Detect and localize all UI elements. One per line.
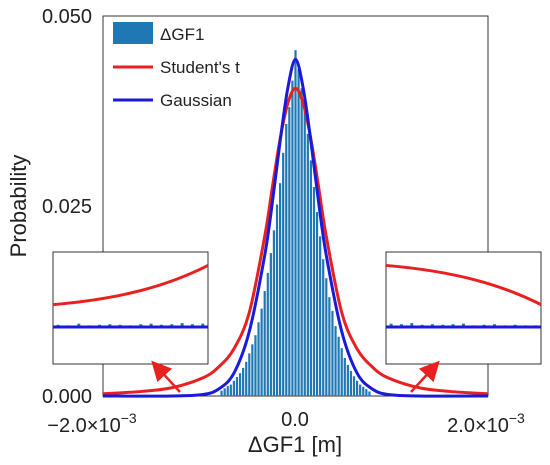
- histogram-bar: [288, 107, 291, 396]
- histogram-bar: [229, 384, 232, 396]
- histogram-bar: [248, 353, 251, 396]
- histogram-bar: [359, 384, 362, 396]
- histogram-bar: [340, 348, 343, 396]
- x-tick-mantissa: 2.0×10: [447, 415, 509, 437]
- y-tick-label: 0.050: [42, 6, 92, 28]
- inset-bar: [201, 323, 205, 328]
- legend-label-gaussian: Gaussian: [160, 91, 232, 110]
- histogram-bar: [242, 367, 245, 396]
- legend-label-student: Student's t: [160, 58, 240, 77]
- histogram-bar: [269, 253, 272, 396]
- histogram-bar: [349, 370, 353, 396]
- x-tick-label: 2.0×10−3: [447, 410, 525, 437]
- histogram-bar: [294, 50, 297, 396]
- histogram-bar: [300, 88, 303, 396]
- x-tick-exponent: −3: [121, 410, 137, 426]
- histogram-bar: [251, 344, 254, 396]
- x-axis-ticks: −2.0×10−3 0.0 2.0×10−3: [47, 409, 525, 437]
- legend-swatch-histogram: [113, 22, 153, 44]
- y-tick-label: 0.025: [42, 196, 92, 218]
- histogram-bar: [352, 376, 356, 396]
- fit-curves: [102, 57, 489, 398]
- legend: ΔGF1 Student's t Gaussian: [113, 22, 240, 110]
- histogram-bar: [309, 160, 313, 396]
- histogram-bar: [235, 377, 239, 396]
- inset-left-tail: [52, 251, 209, 365]
- histogram-bar: [275, 204, 279, 396]
- histogram-bar: [282, 152, 285, 396]
- histogram-bar: [238, 373, 242, 396]
- histogram-bar: [306, 133, 309, 397]
- histogram-bar: [319, 236, 322, 396]
- histogram-bar: [312, 187, 316, 396]
- x-tick-exponent: −3: [509, 410, 525, 426]
- inset-bar: [77, 323, 81, 328]
- inset-frame: [385, 251, 542, 365]
- inset-frame: [52, 251, 209, 365]
- histogram-bar: [223, 388, 226, 396]
- inset-arrows: [151, 360, 440, 393]
- histogram-bar: [254, 335, 257, 396]
- histogram-bar: [303, 108, 306, 396]
- histogram-bar: [322, 259, 325, 396]
- histogram-bar: [291, 80, 294, 396]
- inset-student-line: [52, 264, 209, 307]
- inset-bar: [461, 323, 465, 328]
- y-tick-label: 0.000: [42, 386, 92, 408]
- inset-arrow: [410, 360, 440, 393]
- histogram-bar: [263, 291, 266, 396]
- inset-bar: [149, 323, 153, 328]
- histogram-bar: [260, 308, 263, 396]
- histogram-bar: [368, 391, 371, 396]
- histogram-bar: [365, 389, 368, 396]
- student-t-curve: [102, 86, 489, 396]
- histogram-bar: [272, 230, 276, 396]
- histogram-bar: [315, 212, 319, 396]
- histogram-bar: [355, 380, 359, 396]
- histogram-bar: [266, 272, 269, 396]
- histogram-bar: [337, 336, 340, 396]
- x-tick-mantissa: −2.0×10: [47, 415, 120, 437]
- histogram-bar: [245, 361, 248, 396]
- inset-right-tail: [385, 251, 542, 365]
- y-axis-label: Probability: [6, 155, 31, 258]
- histogram-bars: [220, 50, 371, 397]
- histogram-bar: [325, 278, 328, 396]
- inset-bar: [180, 323, 184, 328]
- inset-bar: [389, 323, 393, 328]
- histogram-bar: [220, 390, 223, 396]
- histogram-bar: [362, 386, 365, 396]
- x-axis-label: ΔGF1 [m]: [248, 432, 342, 457]
- histogram-bar: [343, 358, 346, 396]
- x-tick-label: −2.0×10−3: [47, 410, 137, 437]
- inset-bar: [410, 323, 414, 328]
- histogram-bar: [331, 310, 334, 396]
- y-axis-ticks: 0.000 0.025 0.050: [42, 6, 92, 408]
- x-tick-label: 0.0: [281, 409, 309, 431]
- histogram-bar: [297, 69, 300, 396]
- histogram-bar: [328, 297, 331, 396]
- histogram-bar: [285, 123, 288, 397]
- histogram-bar: [232, 380, 236, 396]
- legend-label-histogram: ΔGF1: [160, 25, 204, 44]
- gaussian-curve: [102, 57, 489, 398]
- histogram-bar: [278, 183, 282, 396]
- histogram-bar: [334, 326, 337, 396]
- histogram-bar: [346, 364, 349, 396]
- histogram-bar: [226, 386, 229, 396]
- histogram-bar: [257, 322, 260, 396]
- inset-arrow: [151, 360, 181, 393]
- inset-student-line: [385, 263, 542, 306]
